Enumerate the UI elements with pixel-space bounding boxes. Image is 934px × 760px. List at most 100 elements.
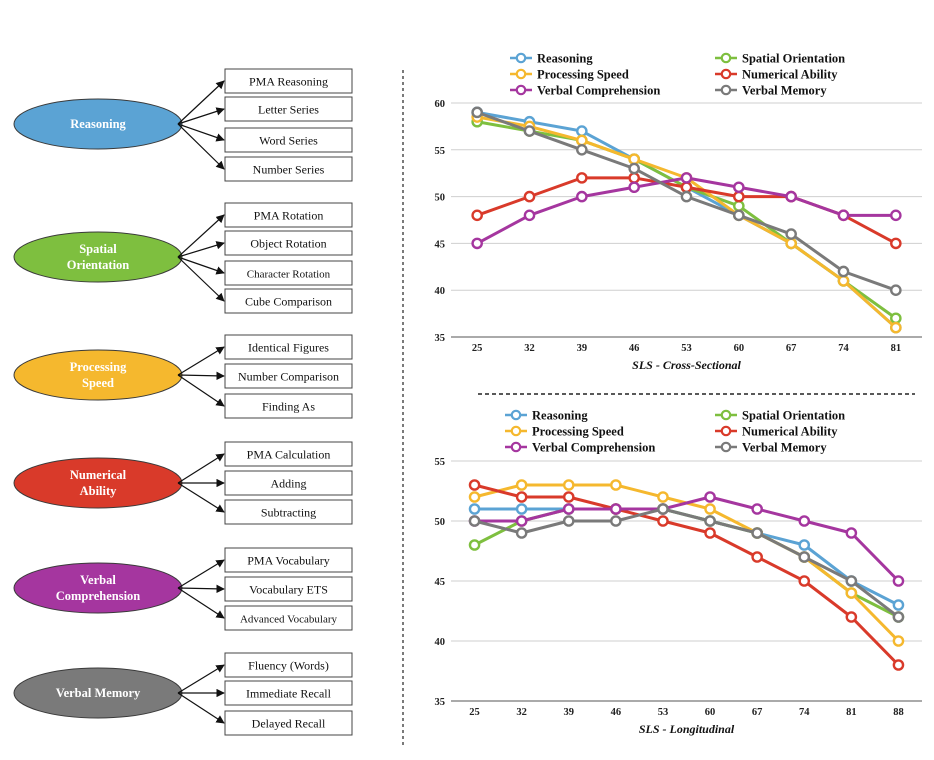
series-processing — [471, 111, 902, 334]
data-point — [471, 106, 483, 119]
legend-swatch-marker — [510, 425, 522, 437]
test-label: Immediate Recall — [246, 687, 332, 701]
x-tick-label: 46 — [611, 707, 622, 718]
data-point — [628, 181, 640, 194]
y-tick-label: 50 — [435, 517, 446, 528]
factor-ellipse — [13, 562, 183, 614]
y-tick-label: 45 — [435, 239, 446, 250]
legend-swatch-marker — [510, 409, 522, 421]
test-label: Number Comparison — [238, 370, 339, 384]
chart-longitudinal: 35 40 45 50 55 25 32 39 46 53 60 67 74 81 88 SLS - Long… — [435, 409, 922, 736]
legend-item: Numerical Ability — [715, 68, 838, 82]
arrow — [177, 664, 225, 694]
series-numerical — [471, 172, 902, 250]
legend-label: Processing Speed — [532, 425, 624, 439]
test-box — [224, 96, 353, 122]
arrow — [177, 692, 225, 724]
data-point — [892, 575, 905, 587]
data-point — [576, 134, 588, 147]
legend: Reasoning Spatial Orientation Processing S… — [505, 409, 845, 455]
data-point — [562, 491, 575, 503]
test-box — [224, 441, 353, 467]
data-point — [657, 503, 669, 515]
x-tick-label: 81 — [846, 707, 857, 718]
legend: Reasoning Spatial Orientation Processing S… — [510, 52, 845, 98]
data-point — [468, 479, 481, 491]
data-point — [515, 491, 528, 503]
factor-ellipse — [13, 349, 183, 401]
data-point — [798, 551, 811, 563]
data-point — [562, 515, 575, 527]
legend-swatch-marker — [720, 52, 732, 64]
data-point — [576, 172, 588, 184]
legend-item: Verbal Comprehension — [510, 84, 660, 98]
test-label: Delayed Recall — [252, 717, 326, 731]
series-line — [474, 507, 900, 607]
test-box — [224, 260, 353, 286]
data-point — [890, 237, 902, 250]
legend-item: Reasoning — [510, 52, 593, 66]
factor-group-spatial: Spatial Orientation PMA Rotation Object Rot… — [13, 202, 353, 314]
legend-label: Reasoning — [532, 409, 588, 423]
series-processing — [468, 479, 905, 647]
arrow — [177, 587, 225, 619]
test-label: Adding — [271, 477, 307, 491]
test-label: Subtracting — [261, 506, 316, 520]
legend-label: Verbal Comprehension — [532, 441, 655, 455]
data-point — [468, 503, 481, 515]
legend-item: Verbal Memory — [715, 441, 827, 455]
data-point — [628, 172, 640, 184]
factor-ellipse — [13, 231, 183, 283]
data-point — [704, 503, 716, 515]
data-point — [562, 479, 575, 491]
legend-swatch-marker — [515, 68, 527, 80]
data-point — [468, 491, 481, 503]
test-box — [224, 470, 353, 496]
legend-item: Verbal Memory — [715, 84, 827, 98]
test-label: Identical Figures — [248, 341, 329, 355]
data-point — [798, 575, 811, 587]
factor-label: Reasoning — [70, 117, 126, 131]
data-point — [798, 539, 811, 551]
legend-item: Spatial Orientation — [715, 52, 845, 66]
test-box — [224, 127, 353, 153]
factor-label: Processing — [70, 360, 127, 374]
x-tick-label: 39 — [577, 343, 588, 354]
data-point — [523, 125, 536, 137]
data-point — [628, 153, 640, 165]
y-tick-label: 35 — [435, 697, 446, 708]
data-point — [515, 527, 528, 539]
data-point — [845, 527, 858, 539]
data-point — [785, 190, 797, 203]
data-point — [733, 200, 745, 212]
data-point — [576, 125, 588, 137]
data-point — [468, 539, 481, 551]
data-point — [751, 503, 763, 515]
data-point — [610, 479, 622, 491]
x-tick-label: 67 — [786, 343, 797, 354]
data-point — [523, 190, 536, 203]
data-point — [892, 599, 905, 611]
x-axis-title: SLS - Cross-Sectional — [632, 358, 741, 372]
test-label: Advanced Vocabulary — [240, 614, 338, 626]
test-box — [224, 202, 353, 228]
y-tick-label: 50 — [435, 193, 446, 204]
test-box — [224, 230, 353, 256]
data-point — [837, 265, 850, 278]
series-line — [474, 483, 900, 667]
test-box — [224, 605, 353, 631]
test-box — [224, 680, 353, 706]
data-point — [704, 515, 716, 527]
data-point — [680, 181, 693, 194]
data-point — [837, 275, 850, 287]
data-point — [785, 237, 797, 250]
factor-label: Verbal Memory — [56, 686, 141, 700]
legend-swatch-marker — [720, 425, 732, 437]
data-point — [733, 181, 745, 194]
test-label: PMA Rotation — [254, 209, 324, 223]
data-point — [515, 503, 528, 515]
data-point — [610, 503, 622, 515]
legend-swatch-marker — [515, 52, 527, 64]
test-label: Character Rotation — [247, 269, 331, 281]
series-reasoning — [468, 503, 905, 611]
